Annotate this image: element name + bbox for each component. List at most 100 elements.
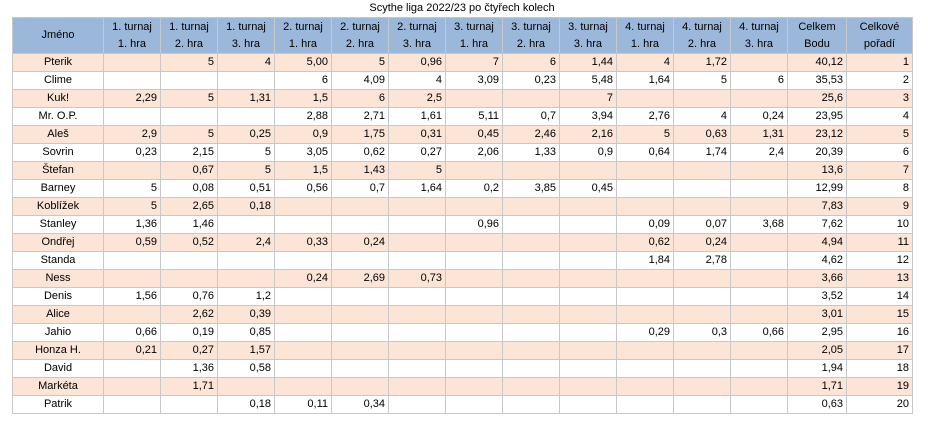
score-cell: 7,83	[787, 197, 847, 216]
score-cell	[559, 233, 617, 252]
cell-text: David	[43, 362, 73, 374]
score-cell: 1,75	[331, 125, 389, 144]
player-name: Sovrin	[12, 143, 104, 162]
cell-text: 2,46	[534, 128, 556, 140]
score-cell	[388, 377, 446, 396]
cell-text: 0,62	[363, 146, 385, 158]
score-cell: 1,74	[673, 143, 731, 162]
cell-text: 40,12	[815, 56, 843, 68]
cell-text: 2,29	[135, 92, 157, 104]
cell-text: 5,11	[478, 110, 499, 122]
cell-text: 0,3	[711, 326, 727, 338]
score-cell: 10	[846, 215, 913, 234]
table-row: Stanley 1,36 1,46 0,96 0,09 0,07 3,68 7,62 10	[12, 215, 913, 234]
table-row: Alice 2,62 0,39 3,01 15	[12, 305, 913, 324]
score-cell	[445, 377, 503, 396]
cell-text: 0,58	[249, 362, 271, 374]
score-cell: 0,24	[673, 233, 731, 252]
score-cell: 3,94	[559, 107, 617, 126]
cell-text: 1,64	[648, 74, 670, 86]
table-row: Štefan 0,67 5 1,5 1,43 5 13,6 7	[12, 161, 913, 180]
cell-text: 0,18	[249, 200, 271, 212]
score-cell: 0,9	[559, 143, 617, 162]
cell-text: Honza H.	[35, 344, 81, 356]
cell-text: Markéta	[38, 380, 78, 392]
cell-text: Jahio	[44, 326, 72, 338]
score-cell	[502, 377, 560, 396]
table-row: Markéta 1,71 1,71 19	[12, 377, 913, 396]
score-cell: 5	[103, 197, 161, 216]
cell-text: 0,45	[477, 128, 499, 140]
score-cell: 1,5	[274, 89, 332, 108]
cell-text: 1,31	[249, 92, 271, 104]
cell-text: 3,68	[762, 218, 784, 230]
cell-text: 0,96	[420, 56, 442, 68]
cell-text: 19	[896, 380, 909, 392]
score-cell: 6	[846, 143, 913, 162]
table-row: Barney 5 0,08 0,51 0,56 0,7 1,64 0,2 3,85 0,45 12,…	[12, 179, 913, 198]
cell-text: 3,66	[821, 272, 843, 284]
score-cell	[616, 179, 674, 198]
score-cell: 1,61	[388, 107, 446, 126]
score-cell: 1,57	[217, 341, 275, 360]
header-text: 1. turnaj	[112, 20, 152, 33]
cell-text: 5,00	[306, 56, 328, 68]
cell-text: 2,15	[192, 146, 214, 158]
cell-text: 1,71	[821, 380, 843, 392]
header-text: 4. turnaj	[625, 20, 665, 33]
score-cell	[502, 89, 560, 108]
score-cell: 1,71	[787, 377, 847, 396]
header-text: 3. turnaj	[454, 20, 494, 33]
score-cell	[730, 233, 788, 252]
score-cell	[331, 215, 389, 234]
cell-text: 0,18	[249, 398, 271, 410]
score-cell	[502, 161, 560, 180]
score-cell	[502, 395, 560, 414]
cell-text: Alice	[46, 308, 70, 320]
score-cell: 3,85	[502, 179, 560, 198]
sheet-title: Scythe liga 2022/23 po čtyřech kolech	[369, 2, 555, 14]
score-cell: 0,52	[160, 233, 218, 252]
score-cell	[673, 359, 731, 378]
score-cell: 2,29	[103, 89, 161, 108]
cell-text: 20	[896, 398, 909, 410]
player-name: Koblížek	[12, 197, 104, 216]
table-row: Ondřej 0,59 0,52 2,4 0,33 0,24 0,62 0,24 4,94 11	[12, 233, 913, 252]
score-cell	[274, 323, 332, 342]
cell-text: 0,24	[363, 236, 385, 248]
score-cell: 23,12	[787, 125, 847, 144]
header-cell: 2. turnaj 3. hra	[388, 17, 446, 54]
cell-text: 6	[378, 92, 385, 104]
cell-text: 1,2	[255, 290, 271, 302]
cell-text: 3,52	[821, 290, 843, 302]
score-cell	[730, 269, 788, 288]
score-cell: 1,64	[616, 71, 674, 90]
cell-text: 0,29	[648, 326, 670, 338]
score-cell	[730, 305, 788, 324]
cell-text: 1,94	[821, 362, 843, 374]
cell-text: 6	[549, 56, 556, 68]
score-cell: 0,64	[616, 143, 674, 162]
cell-text: Barney	[40, 182, 76, 194]
score-cell	[730, 359, 788, 378]
cell-text: 0,09	[648, 218, 670, 230]
header-text: 1. hra	[288, 37, 318, 50]
header-text: 3. hra	[231, 37, 261, 50]
cell-text: 0,63	[705, 128, 727, 140]
cell-text: 1,61	[420, 110, 442, 122]
score-cell	[331, 287, 389, 306]
cell-text: 18	[896, 362, 909, 374]
cell-text: Sovrin	[42, 146, 74, 158]
score-cell: 20,39	[787, 143, 847, 162]
score-cell: 0,63	[673, 125, 731, 144]
player-name: Ness	[12, 269, 104, 288]
score-cell	[730, 341, 788, 360]
cell-text: 0,66	[135, 326, 157, 338]
results-table: Jméno 1. turnaj 1. hra 1. turnaj 2. hra 1. tu…	[12, 17, 913, 414]
score-cell: 2,76	[616, 107, 674, 126]
cell-text: 0,23	[135, 146, 157, 158]
score-cell: 1,44	[559, 53, 617, 72]
header-text: 2. turnaj	[340, 20, 380, 33]
cell-text: 23,12	[815, 128, 843, 140]
header-cell: Celkové pořadí	[846, 17, 913, 54]
